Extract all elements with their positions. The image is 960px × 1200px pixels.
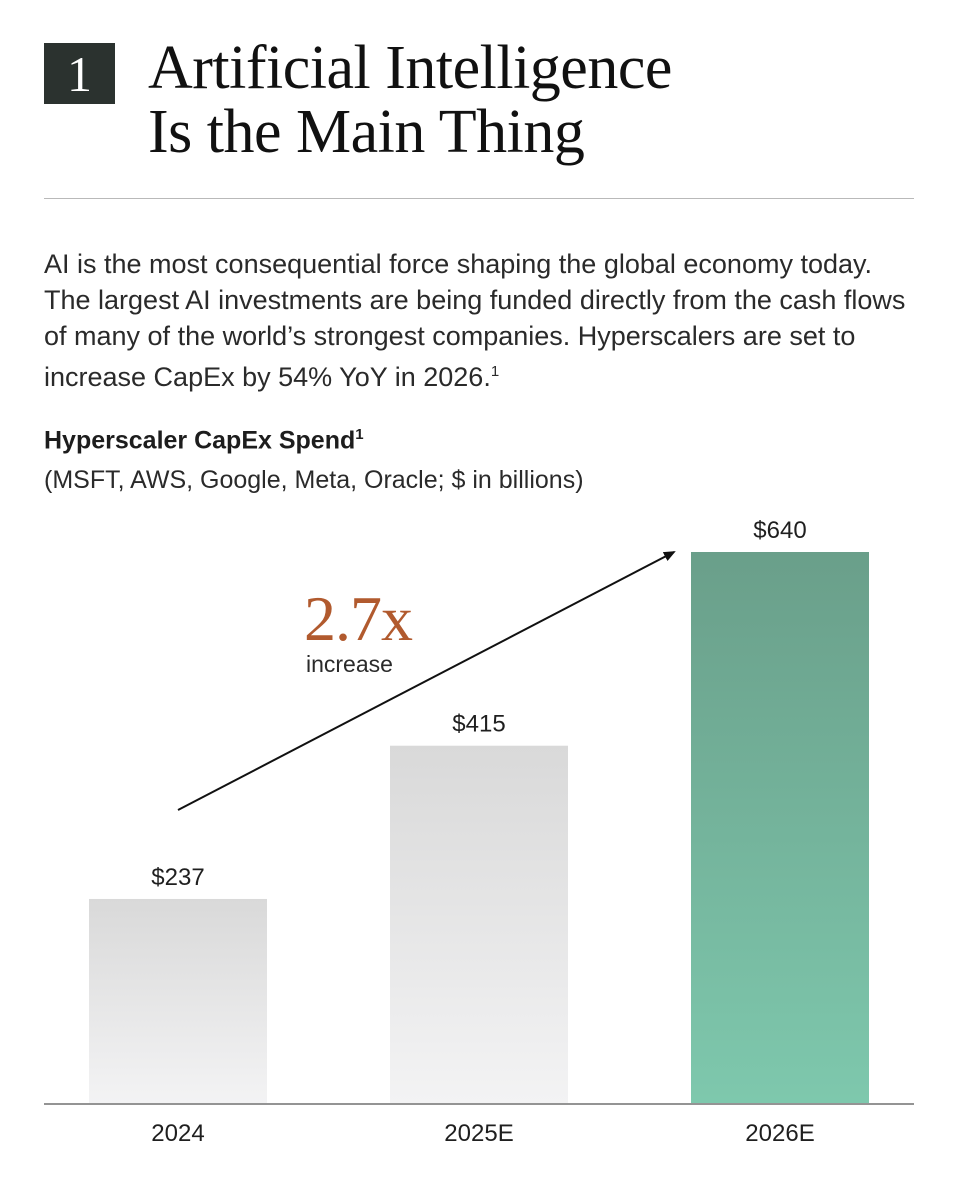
page-title-line-1: Artificial Intelligence [148, 34, 672, 102]
growth-multiple: 2.7x [304, 583, 413, 654]
bars-layer: $237 2024 $415 2025E $640 2026E [89, 517, 869, 1147]
x-tick-label-2025e: 2025E [444, 1120, 513, 1147]
growth-caption: increase [306, 651, 393, 677]
intro-text: AI is the most consequential force shapi… [44, 249, 906, 392]
bar-value-label-2024: $237 [151, 864, 204, 891]
growth-arrow [177, 551, 676, 811]
chart-subtitle: (MSFT, AWS, Google, Meta, Oracle; $ in b… [44, 466, 584, 494]
bar-2025e [390, 745, 568, 1103]
bar-value-label-2025e: $415 [452, 711, 505, 738]
x-tick-label-2026e: 2026E [745, 1120, 814, 1147]
bar-2026e [691, 552, 869, 1103]
intro-paragraph: AI is the most consequential force shapi… [44, 246, 924, 395]
title-divider [44, 198, 914, 199]
page-title-line-2: Is the Main Thing [148, 98, 585, 166]
chart-title-text: Hyperscaler CapEx Spend [44, 426, 356, 455]
section-number: 1 [67, 45, 92, 102]
chart-title-footnote: 1 [355, 426, 364, 443]
bar-value-label-2026e: $640 [753, 517, 806, 544]
capex-bar-chart: $237 2024 $415 2025E $640 2026E 2.7x increase [44, 517, 914, 1147]
bar-2024 [89, 898, 267, 1103]
chart-title: Hyperscaler CapEx Spend1 [44, 426, 364, 455]
section-number-badge: 1 [44, 43, 115, 104]
x-tick-label-2024: 2024 [151, 1120, 204, 1147]
intro-footnote-marker: 1 [490, 363, 500, 380]
page-title: Artificial Intelligence Is the Main Thin… [148, 36, 672, 164]
